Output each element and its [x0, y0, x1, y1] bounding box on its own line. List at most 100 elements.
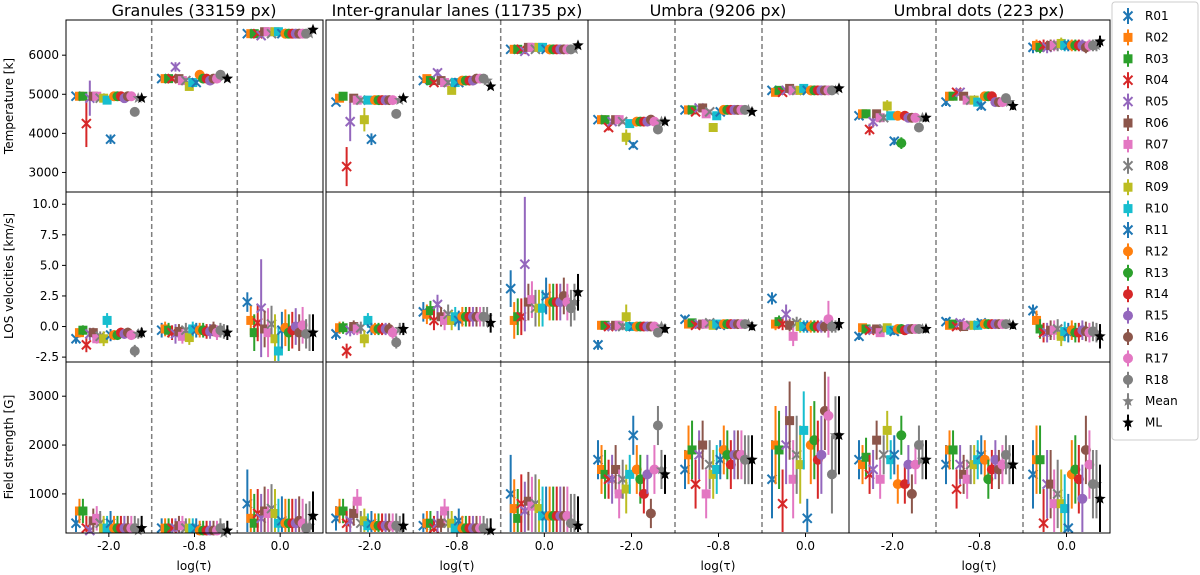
- legend-marker: [1123, 332, 1133, 342]
- legend-label: R07: [1145, 137, 1169, 151]
- data-marker: [135, 326, 148, 338]
- data-marker: [976, 100, 987, 112]
- y-tick-label: 10.0: [32, 197, 59, 211]
- legend-entry-r16: R16: [1123, 329, 1169, 345]
- data-marker: [948, 445, 958, 455]
- legend-marker: [1123, 204, 1133, 214]
- point-mean: [303, 27, 316, 39]
- point-r03: [1035, 41, 1045, 54]
- point-r18: [652, 405, 663, 446]
- point-r07: [263, 308, 273, 358]
- data-marker: [979, 454, 990, 465]
- panel-0-velocity: -2.5 0.0 2.5 5.0 7.5 10.0: [32, 191, 324, 364]
- point-r09: [708, 123, 718, 132]
- data-marker: [652, 327, 663, 338]
- legend-label: R15: [1145, 309, 1169, 323]
- data-marker: [387, 95, 398, 106]
- panel-3-field: -2.0 -0.8 0.0: [848, 361, 1111, 553]
- data-marker: [538, 42, 548, 52]
- data-marker: [652, 124, 663, 135]
- data-marker: [99, 334, 109, 344]
- data-marker: [1094, 330, 1106, 342]
- legend-entry-ml: ML: [1122, 414, 1162, 431]
- point-mean: [394, 94, 406, 105]
- y-tick-label: 7.5: [40, 228, 59, 242]
- data-marker: [983, 474, 994, 485]
- data-marker: [771, 440, 781, 450]
- data-marker: [1056, 499, 1066, 509]
- data-marker: [997, 459, 1008, 470]
- x-tick-label: -0.8: [445, 539, 468, 553]
- legend-marker: [1122, 416, 1134, 428]
- x-tick-label: -0.8: [183, 539, 206, 553]
- point-r03: [249, 29, 259, 39]
- legend-label: R16: [1145, 330, 1169, 344]
- data-marker: [344, 116, 356, 127]
- point-ml: [307, 491, 319, 532]
- point-r07: [352, 95, 362, 105]
- point-r13: [896, 415, 907, 455]
- data-marker: [341, 345, 352, 357]
- data-marker: [708, 123, 718, 132]
- legend-marker: [1122, 224, 1134, 236]
- data-marker: [126, 91, 137, 102]
- legend-label: R17: [1145, 351, 1169, 365]
- data-marker: [1000, 449, 1011, 460]
- point-ml: [135, 92, 148, 104]
- data-marker: [484, 524, 497, 536]
- data-marker: [785, 416, 795, 426]
- point-r17: [910, 112, 921, 123]
- point-r09: [882, 410, 892, 450]
- point-r05: [170, 61, 181, 73]
- point-r03: [249, 493, 259, 532]
- panel-3-temperature: [848, 19, 1111, 193]
- point-r16: [906, 474, 917, 514]
- x-tick-label: -2.0: [97, 539, 120, 553]
- point-r10: [538, 289, 548, 327]
- data-marker: [338, 323, 348, 333]
- data-marker: [1077, 493, 1088, 504]
- data-marker: [886, 111, 896, 121]
- point-r17: [649, 445, 660, 494]
- point-r11: [628, 415, 639, 455]
- data-marker: [263, 508, 273, 518]
- data-marker: [135, 92, 148, 104]
- data-marker: [1007, 458, 1019, 470]
- data-marker: [132, 327, 144, 339]
- data-marker: [394, 522, 406, 533]
- point-r09: [708, 449, 718, 499]
- point-r12: [892, 110, 903, 121]
- legend-marker: [1122, 10, 1134, 22]
- point-r07: [1049, 320, 1059, 340]
- point-r10: [625, 454, 635, 494]
- point-ml: [659, 454, 671, 494]
- point-r12: [892, 464, 903, 504]
- point-r16: [645, 498, 656, 529]
- data-marker: [352, 95, 362, 105]
- data-marker: [273, 346, 283, 356]
- point-r10: [712, 445, 722, 494]
- point-r18: [565, 289, 576, 327]
- panel-title-umbra: Umbra (9206 px): [650, 1, 787, 20]
- data-marker: [597, 464, 607, 474]
- point-ml: [659, 322, 671, 334]
- point-r10: [102, 313, 112, 328]
- point-r02: [509, 479, 519, 532]
- data-marker: [826, 469, 837, 480]
- data-marker: [338, 506, 348, 516]
- data-marker: [635, 474, 646, 485]
- panel-2-velocity: [587, 191, 850, 363]
- legend-label: R03: [1145, 52, 1169, 66]
- point-r04: [777, 469, 788, 532]
- data-marker: [1056, 331, 1066, 341]
- point-ml: [221, 520, 234, 536]
- x-tick-label: -2.0: [881, 539, 904, 553]
- point-r11: [976, 100, 987, 112]
- data-marker: [307, 509, 319, 521]
- data-marker: [440, 506, 450, 516]
- panel-frame: [848, 361, 1111, 534]
- data-marker: [1094, 35, 1106, 47]
- panel-titles: Granules (33159 px) Inter-granular lanes…: [112, 1, 1065, 20]
- point-ml: [920, 322, 932, 334]
- data-marker: [896, 430, 907, 441]
